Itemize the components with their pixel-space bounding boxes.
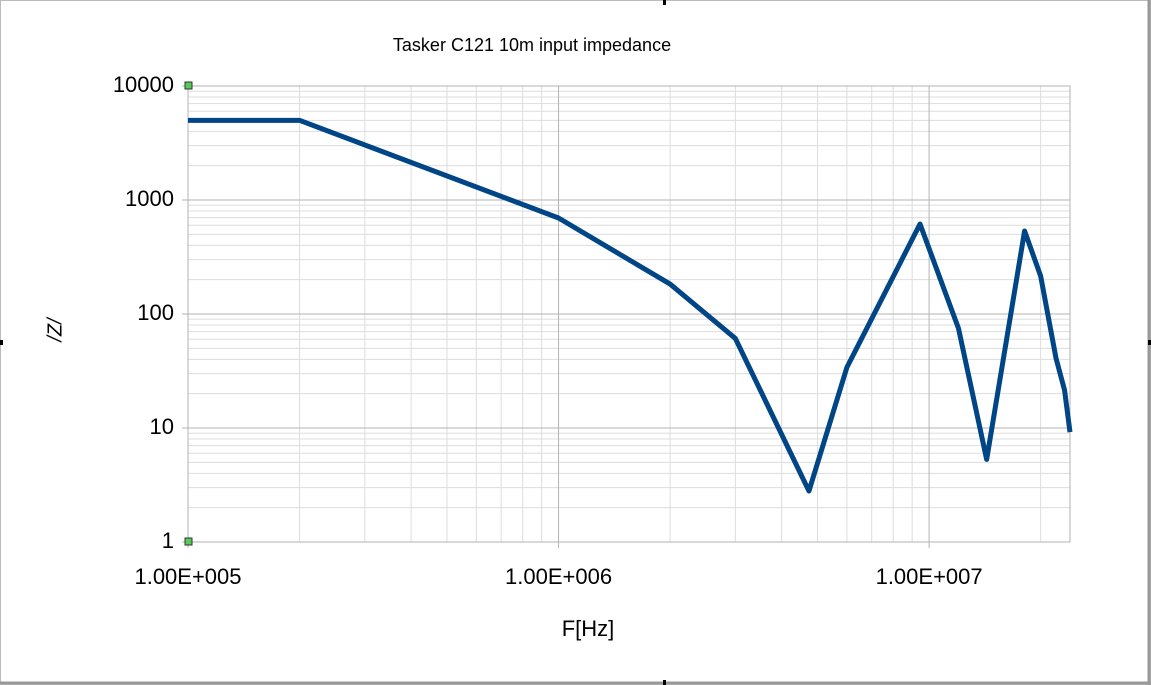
x-axis-label: F[Hz]	[562, 616, 615, 641]
handle	[184, 537, 193, 546]
series-line	[188, 117, 1073, 494]
handle	[184, 81, 193, 90]
chart-title: Tasker C121 10m input impedance	[393, 35, 671, 55]
handle	[663, 0, 666, 5]
x-tick-label: 1.00E+007	[876, 564, 983, 589]
y-tick-label: 100	[137, 300, 174, 325]
y-tick-label: 1	[162, 528, 174, 553]
y-axis-label: /Z/	[44, 316, 66, 344]
y-tick-label: 10	[150, 414, 174, 439]
x-tick-label: 1.00E+005	[134, 564, 241, 589]
y-tick-label: 10000	[113, 72, 174, 97]
handle	[1148, 340, 1151, 345]
plot	[188, 117, 1073, 494]
plot-border	[187, 85, 1071, 543]
x-tick-label: 1.00E+006	[505, 564, 612, 589]
handle	[663, 680, 666, 685]
grid	[182, 85, 1071, 548]
y-tick-label: 1000	[125, 186, 174, 211]
handle	[0, 340, 3, 345]
